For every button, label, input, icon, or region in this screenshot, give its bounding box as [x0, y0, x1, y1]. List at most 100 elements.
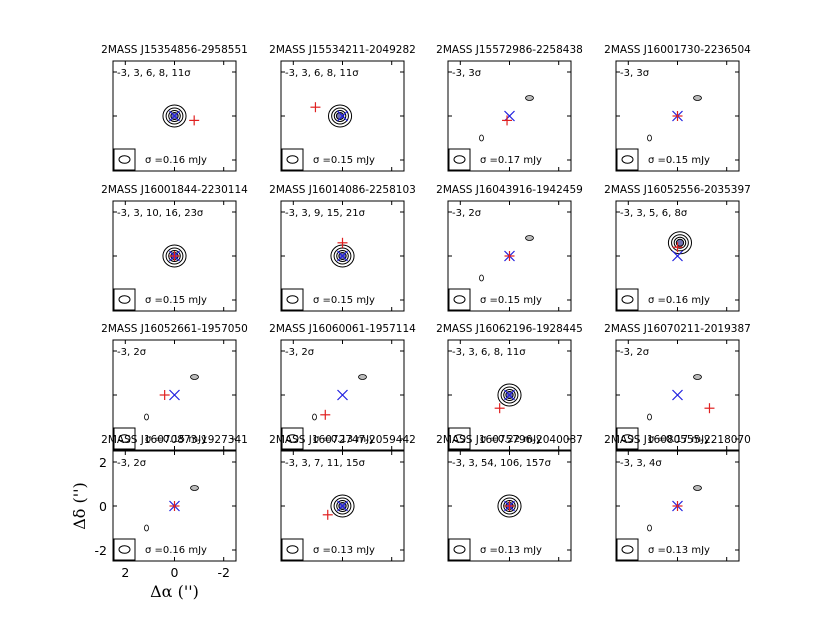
noise-contour: [479, 274, 484, 282]
noise-contour: [190, 485, 199, 491]
beam-box: [113, 538, 136, 561]
beam-box: [616, 427, 639, 450]
beam-box: [616, 148, 639, 171]
source-contour: [330, 494, 355, 518]
panel-title: 2MASS J16043916-1942459: [436, 184, 583, 196]
panel: 2MASS J16001844-2230114 -3, 3, 10, 16, 23…: [101, 184, 248, 312]
source-contour: [675, 238, 685, 247]
panel-title: 2MASS J16052556-2035397: [604, 184, 751, 196]
source-contour: [333, 247, 352, 265]
beam-box: [616, 288, 639, 311]
panel-title: 2MASS J16070211-2019387: [604, 323, 751, 335]
panel: 2MASS J16052556-2035397 -3, 3, 5, 6, 8σ σ …: [604, 184, 751, 312]
source-contour: [168, 110, 181, 122]
source-contour: [162, 104, 187, 128]
panel: 2MASS J16070211-2019387 -3, 2σ σ =0.17 mJy: [604, 323, 751, 451]
contour-levels: -3, 3σ: [620, 68, 650, 79]
source-contour: [500, 386, 519, 404]
panel-title: 2MASS J16060061-1957114: [269, 323, 416, 335]
beam-ellipse: [621, 295, 634, 304]
mm-position-marker: [672, 250, 683, 262]
contour-levels: -3, 3, 9, 15, 21σ: [285, 208, 366, 219]
sigma-label: σ =0.13 mJy: [480, 545, 542, 556]
beam-box: [448, 427, 471, 450]
panel: 2MASS J16075796-2040087 -3, 3, 54, 106, 1…: [436, 434, 583, 562]
sigma-label: σ =0.15 mJy: [145, 295, 207, 306]
beam-box: [448, 288, 471, 311]
source-contour: [333, 110, 347, 122]
source-contour: [673, 236, 687, 249]
panel: 2MASS J16080555-2218070 -3, 3, 4σ σ =0.13 …: [604, 434, 751, 562]
sigma-label: σ =0.17 mJy: [480, 155, 542, 166]
source-contour: [500, 497, 519, 515]
x-axis-label: Δα (''): [150, 582, 199, 601]
noise-contour: [312, 413, 317, 421]
contour-levels: -3, 2σ: [620, 347, 650, 358]
source-contour: [327, 104, 353, 128]
x-tick-label: -2: [217, 565, 229, 580]
beam-box: [113, 288, 136, 311]
panel: 2MASS J16014086-2258103 -3, 3, 9, 15, 21σ…: [269, 184, 416, 312]
panel-title: 2MASS J15534211-2049282: [269, 44, 416, 56]
mm-position-marker: [337, 110, 348, 122]
beam-box: [448, 148, 471, 171]
beam-box: [113, 148, 136, 171]
source-contour: [162, 244, 187, 268]
beam-ellipse: [453, 545, 466, 554]
beam-ellipse: [118, 434, 131, 443]
source-contour: [331, 107, 349, 125]
noise-contour: [479, 134, 484, 142]
beam-box: [281, 148, 304, 171]
mm-position-marker: [337, 389, 348, 401]
sigma-label: σ =0.15 mJy: [145, 434, 207, 445]
beam-ellipse: [286, 295, 299, 304]
panel-title: 2MASS J16014086-2258103: [269, 184, 416, 196]
sigma-label: σ =0.15 mJy: [648, 155, 710, 166]
beam-ellipse: [453, 434, 466, 443]
noise-contour: [647, 524, 652, 532]
sigma-label: σ =0.13 mJy: [313, 434, 375, 445]
mm-position-marker: [169, 110, 180, 122]
noise-contour: [647, 413, 652, 421]
contour-levels: -3, 2σ: [117, 458, 147, 469]
sigma-label: σ =0.15 mJy: [313, 295, 375, 306]
contour-levels: -3, 2σ: [452, 208, 482, 219]
contour-levels: -3, 3, 4σ: [620, 458, 662, 469]
contour-levels: -3, 3σ: [452, 68, 482, 79]
source-contour: [335, 112, 345, 120]
y-tick-label: 2: [99, 455, 107, 470]
y-axis-label: Δδ (''): [70, 482, 89, 530]
contour-levels: -3, 3, 5, 6, 8σ: [620, 208, 688, 219]
source-contour: [165, 107, 184, 125]
sigma-label: σ =0.13 mJy: [313, 545, 375, 556]
contour-levels: -3, 2σ: [117, 347, 147, 358]
source-contour: [503, 500, 516, 512]
noise-contour: [525, 235, 534, 241]
y-tick-label: 0: [99, 499, 107, 514]
x-tick-label: 0: [171, 565, 179, 580]
sigma-label: σ =0.16 mJy: [145, 155, 207, 166]
source-contour: [503, 389, 516, 401]
contour-levels: -3, 3, 54, 106, 157σ: [452, 458, 552, 469]
beam-ellipse: [286, 434, 299, 443]
panel: 2MASS J16060061-1957114 -3, 2σ σ =0.13 mJy: [269, 323, 416, 451]
noise-contour: [693, 95, 702, 101]
panel: 2MASS J15572986-2258438 -3, 3σ σ =0.17 mJy: [436, 44, 583, 172]
noise-contour: [358, 374, 367, 380]
panel-title: 2MASS J15572986-2258438: [436, 44, 583, 56]
beam-ellipse: [118, 155, 131, 164]
source-contour: [336, 250, 349, 262]
sigma-label: σ =0.16 mJy: [648, 295, 710, 306]
sigma-label: σ =0.15 mJy: [480, 295, 542, 306]
panel-title: 2MASS J16072747-2059442: [269, 434, 416, 446]
beam-ellipse: [286, 155, 299, 164]
noise-contour: [647, 134, 652, 142]
panel: 2MASS J16070873-1927341 -3, 2σ σ =0.16 mJy: [101, 434, 248, 562]
panel: 2MASS J16062196-1928445 -3, 3, 6, 8, 11σ σ…: [436, 323, 583, 451]
sigma-label: σ =0.16 mJy: [145, 545, 207, 556]
beam-box: [281, 288, 304, 311]
panel: 2MASS J15534211-2049282 -3, 3, 6, 8, 11σ σ…: [269, 44, 416, 172]
contour-levels: -3, 3, 6, 8, 11σ: [285, 68, 359, 79]
beam-box: [448, 538, 471, 561]
noise-contour: [693, 374, 702, 380]
